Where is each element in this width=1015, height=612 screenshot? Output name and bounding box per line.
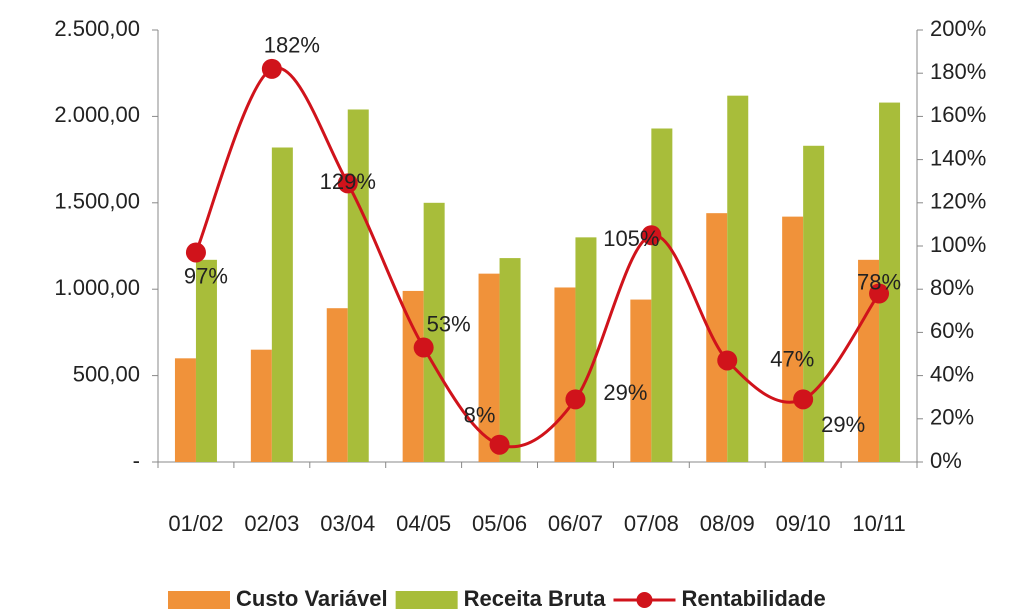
bar (423, 202, 445, 463)
y2-tick-label: 100% (930, 232, 986, 257)
data-label: 129% (320, 169, 376, 194)
x-tick-label: 10/11 (852, 511, 905, 536)
y2-tick-label: 200% (930, 16, 986, 41)
bar (782, 216, 804, 462)
legend-marker (636, 592, 653, 608)
y-tick-label: 1.500,00 (54, 189, 140, 214)
bar (727, 95, 749, 462)
line (194, 66, 881, 449)
bar (575, 237, 597, 462)
marker (261, 58, 282, 79)
data-label: 8% (464, 403, 496, 428)
bar (326, 308, 348, 462)
legend-swatch (168, 591, 230, 609)
y2-tick-label: 140% (930, 145, 986, 170)
x-tick-label: 07/08 (624, 511, 679, 536)
x-tick-label: 03/04 (320, 511, 375, 536)
y2-tick-label: 120% (930, 189, 986, 214)
x-tick-label: 05/06 (472, 511, 527, 536)
y2-tick-label: 0% (930, 448, 962, 473)
bar (174, 358, 196, 462)
y2-tick-label: 20% (930, 405, 974, 430)
bar (554, 287, 576, 462)
bar (651, 128, 673, 462)
legend-swatch (395, 591, 458, 609)
y2-tick-label: 80% (930, 275, 974, 300)
marker (489, 434, 510, 455)
legend-label: Receita Bruta (464, 586, 607, 611)
data-label: 182% (264, 33, 320, 58)
marker (717, 350, 738, 371)
bar (630, 299, 652, 462)
bar (858, 259, 880, 462)
x-tick-label: 06/07 (548, 511, 603, 536)
x-tick-label: 02/03 (244, 511, 299, 536)
y2-tick-label: 180% (930, 59, 986, 84)
x-tick-label: 04/05 (396, 511, 451, 536)
y-tick-label: 500,00 (73, 361, 140, 386)
x-tick-label: 08/09 (700, 511, 755, 536)
marker (869, 283, 890, 304)
bar (271, 147, 293, 462)
marker (185, 242, 206, 263)
y-tick-label: - (133, 448, 140, 473)
data-label: 105% (603, 226, 659, 251)
bar (879, 102, 901, 463)
bar (499, 258, 521, 462)
x-tick-label: 01/02 (168, 511, 223, 536)
marker (413, 337, 434, 358)
data-label: 29% (603, 380, 647, 405)
legend-label: Rentabilidade (681, 586, 825, 611)
bar (347, 109, 369, 462)
legend-label: Custo Variável (236, 586, 388, 611)
y-tick-label: 2.500,00 (54, 16, 140, 41)
y2-tick-label: 160% (930, 102, 986, 127)
marker (793, 389, 814, 410)
y-tick-label: 2.000,00 (54, 102, 140, 127)
bar (478, 273, 500, 462)
marker (337, 173, 358, 194)
bar (195, 259, 217, 462)
bar (250, 349, 272, 462)
data-label: 29% (821, 412, 865, 437)
data-label: 97% (184, 263, 228, 288)
y2-tick-label: 60% (930, 318, 974, 343)
data-label: 53% (427, 311, 471, 336)
bar (706, 213, 728, 462)
bar (402, 290, 424, 462)
y-tick-label: 1.000,00 (54, 275, 140, 300)
data-label: 47% (770, 346, 814, 371)
bar (803, 145, 825, 462)
marker (565, 389, 586, 410)
marker (641, 225, 662, 246)
data-label: 78% (857, 269, 901, 294)
y2-tick-label: 40% (930, 361, 974, 386)
x-tick-label: 09/10 (776, 511, 831, 536)
